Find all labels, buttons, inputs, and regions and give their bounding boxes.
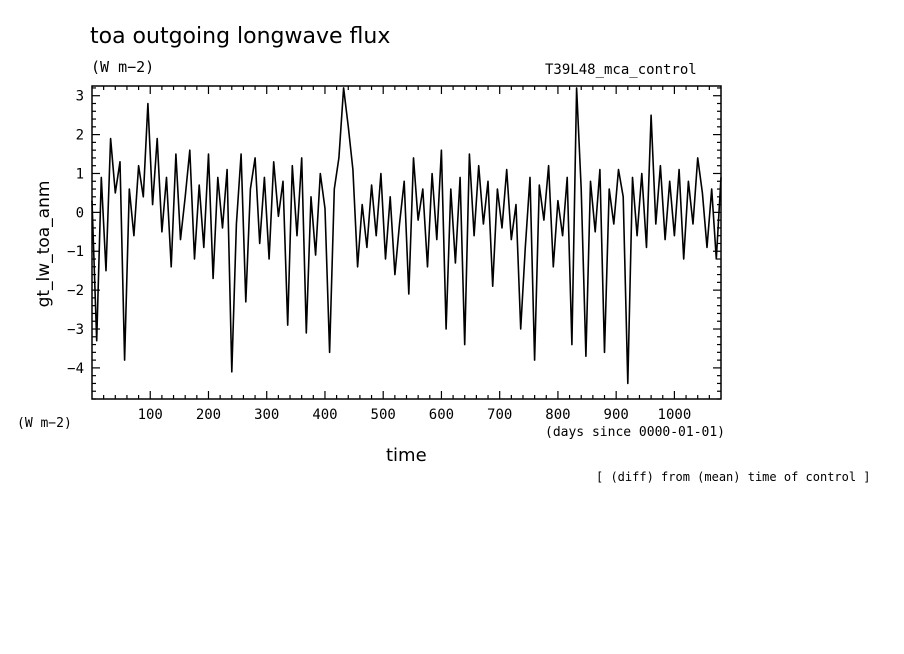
y-tick-label: −4 <box>67 361 84 377</box>
title-units: (W m−2) <box>91 58 155 76</box>
x-tick-label: 500 <box>371 407 396 423</box>
y-tick-label: 3 <box>76 89 84 105</box>
y-tick-label: 2 <box>76 128 84 144</box>
x-tick-label: 300 <box>254 407 279 423</box>
run-label: T39L48_mca_control <box>545 62 697 78</box>
x-tick-label: 800 <box>545 407 570 423</box>
x-tick-label: 600 <box>429 407 454 423</box>
x-axis-units: (days since 0000-01-01) <box>545 425 726 440</box>
x-axis-label: time <box>386 445 427 466</box>
x-tick-label: 700 <box>487 407 512 423</box>
tick-labels: 100 200 300 400 500 600 700 800 900 1000 −4 −3 −2 −1 0… <box>67 89 691 423</box>
x-tick-label: 100 <box>138 407 163 423</box>
y-tick-label: −3 <box>67 322 84 338</box>
axis-ticks <box>92 86 721 400</box>
x-tick-label: 400 <box>312 407 337 423</box>
x-tick-label: 1000 <box>658 407 692 423</box>
y-tick-label: 0 <box>76 205 84 221</box>
y-axis-units: (W m−2) <box>17 416 72 431</box>
y-tick-label: −1 <box>67 244 84 260</box>
y-tick-label: −2 <box>67 283 84 299</box>
x-tick-label: 200 <box>196 407 221 423</box>
footnote: [ (diff) from (mean) time of control ] <box>596 470 871 484</box>
series-line <box>91 87 722 385</box>
x-tick-label: 900 <box>604 407 629 423</box>
chart-title: toa outgoing longwave flux <box>90 24 391 49</box>
y-tick-label: 1 <box>76 166 84 182</box>
